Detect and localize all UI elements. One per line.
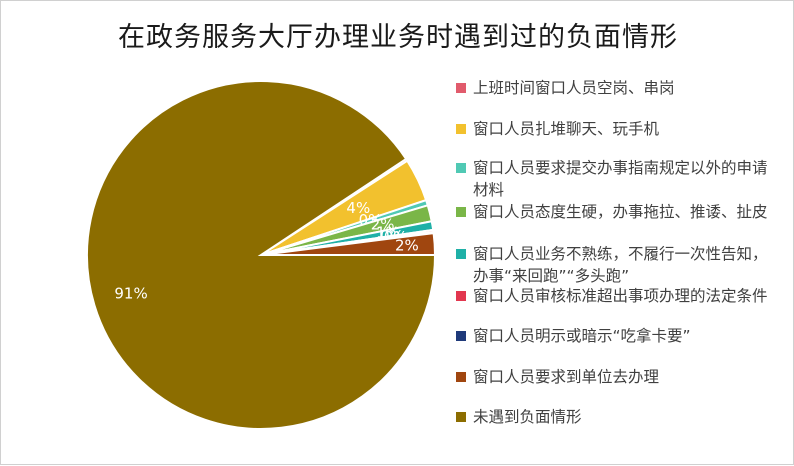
legend-label-8: 窗口人员要求到单位去办理 (473, 368, 660, 386)
data-label-9: 91% (114, 285, 147, 303)
legend-label-6: 窗口人员审核标准超出事项办理的法定条件 (473, 287, 768, 305)
chart-title: 在政务服务大厅办理业务时遇到过的负面情形 (118, 22, 678, 53)
legend-swatch-6 (456, 291, 466, 301)
legend-swatch-2 (456, 124, 466, 134)
legend-swatch-3 (456, 163, 466, 173)
legend-label-5: 窗口人员业务不熟练，不履行一次性告知，办事“来回跑”“多头跑” (473, 245, 768, 285)
legend-label-2: 窗口人员扎堆聊天、玩手机 (473, 120, 660, 138)
legend-swatch-9 (456, 412, 466, 422)
legend-label-7: 窗口人员明示或暗示“吃拿卡要” (473, 327, 691, 345)
legend-label-9: 未遇到负面情形 (473, 408, 582, 426)
legend-swatch-1 (456, 83, 466, 93)
legend-swatch-8 (456, 372, 466, 382)
data-label-2: 4% (346, 199, 370, 217)
legend-label-4: 窗口人员态度生硬，办事拖拉、推诿、扯皮 (473, 203, 768, 221)
legend-label-1: 上班时间窗口人员空岗、串岗 (473, 79, 675, 97)
legend-swatch-4 (456, 207, 466, 217)
data-label-8: 2% (395, 236, 419, 254)
legend-label-3: 窗口人员要求提交办事指南规定以外的申请材料 (473, 159, 768, 199)
legend-swatch-7 (456, 331, 466, 341)
pie-slice-9 (86, 80, 437, 430)
legend-swatch-5 (456, 249, 466, 259)
